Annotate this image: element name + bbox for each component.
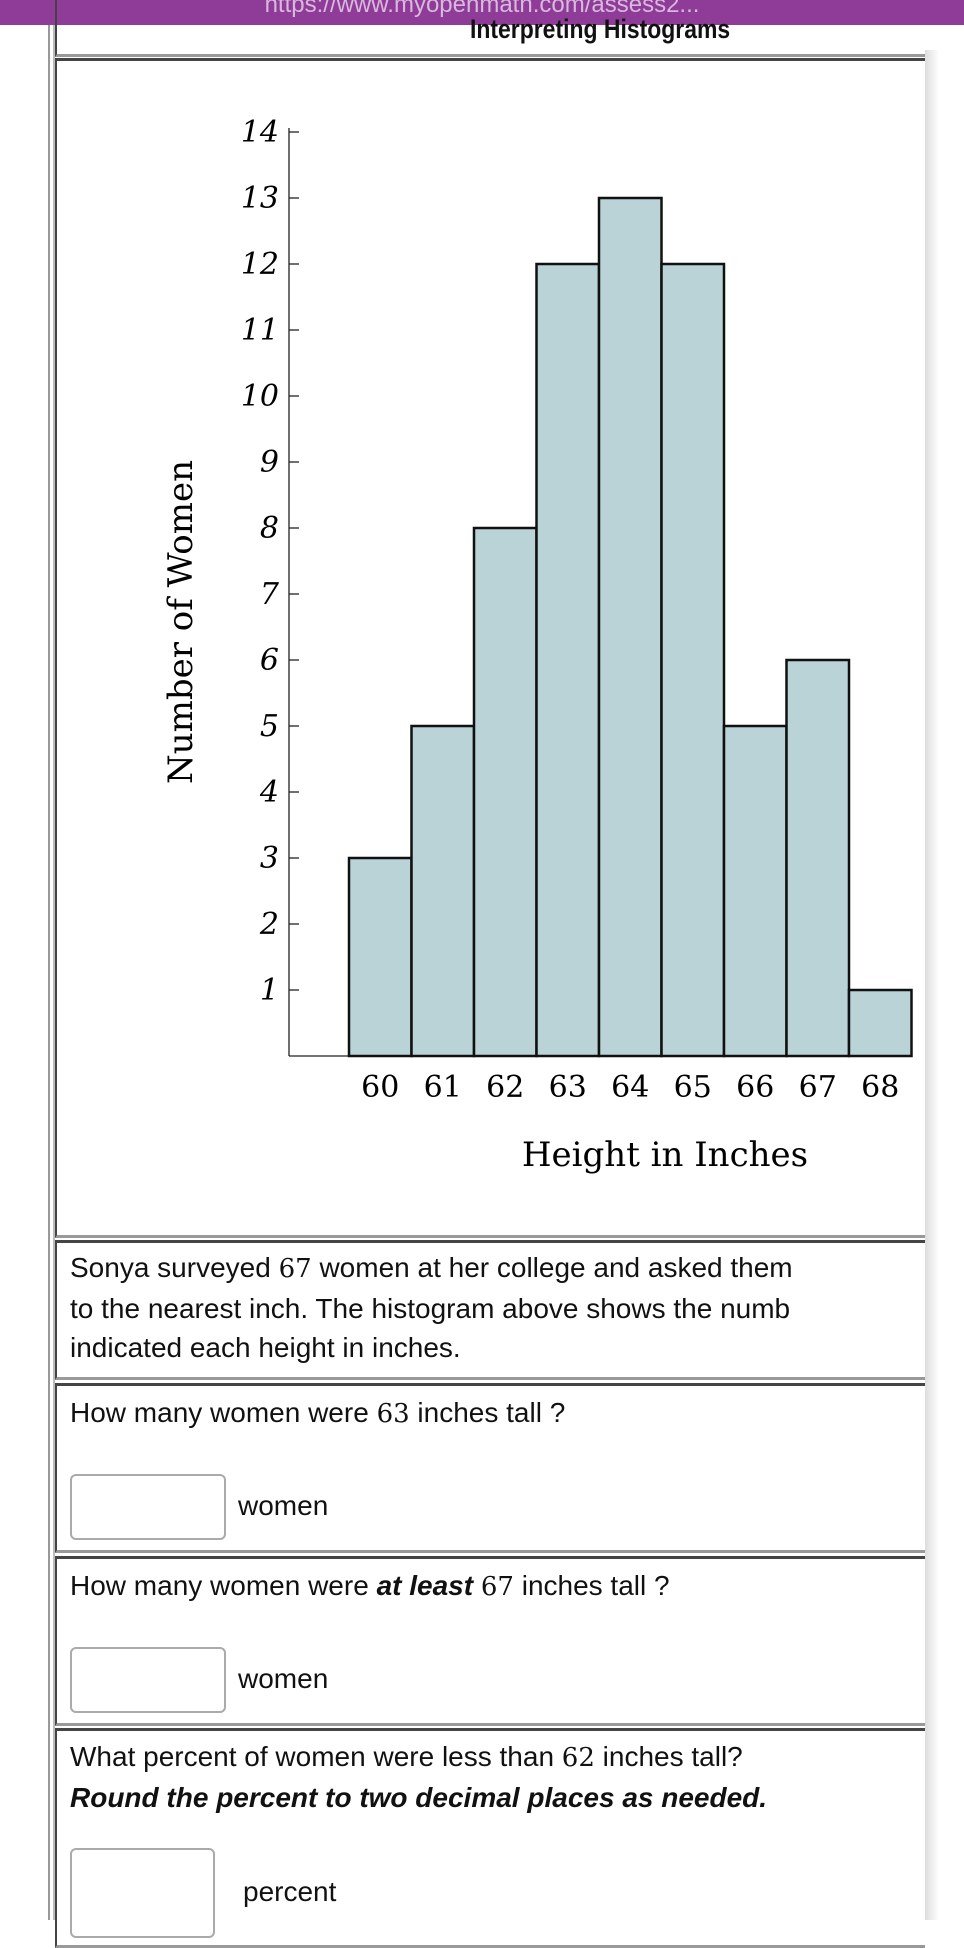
intro-box [55, 1240, 925, 1380]
y-tick-label: 11 [241, 313, 279, 348]
answer-3-unit: percent [243, 1876, 337, 1907]
question-1-text: How many women were 63 inches tall ? [70, 1393, 565, 1434]
bar-60 [347, 856, 413, 1058]
q3-text-a: What percent of women were less than [70, 1741, 562, 1772]
q3-instruction: Round the percent to two decimal places … [70, 1782, 768, 1813]
question-2-text: How many women were at least 67 inches t… [70, 1566, 670, 1607]
x-tick-label: 63 [549, 1070, 587, 1105]
x-tick-label: 65 [674, 1070, 712, 1105]
page-title: Interpreting Histograms [470, 14, 731, 44]
q2-text-b: inches tall ? [513, 1570, 670, 1601]
q2-number: 67 [480, 1572, 514, 1602]
y-axis-label: Number of Women [161, 460, 201, 784]
y-tick-label: 3 [260, 841, 279, 876]
y-tick-label: 13 [241, 181, 279, 216]
y-tick-label: 9 [260, 445, 279, 480]
url-bar[interactable]: https://www.myopenmath.com/assess2... [0, 0, 964, 25]
answer-2-unit: women [238, 1663, 329, 1694]
q3-text-b: inches tall? [594, 1741, 743, 1772]
bar-62 [472, 526, 538, 1058]
question-1-box [55, 1383, 925, 1553]
q1-text-b: inches tall ? [409, 1397, 566, 1428]
q2-emphasis: at least [376, 1570, 474, 1601]
x-tick-label: 62 [486, 1070, 524, 1105]
scroll-shadow [925, 50, 939, 1920]
y-tick-label: 12 [241, 247, 279, 282]
bar-64 [597, 196, 663, 1058]
intro-line2: to the nearest inch. The histogram above… [70, 1293, 791, 1324]
x-tick-label: 66 [736, 1070, 774, 1105]
y-tick-label: 6 [260, 643, 279, 678]
q3-number: 62 [561, 1743, 595, 1773]
chart-box [55, 58, 925, 1238]
bar-68 [847, 988, 913, 1058]
y-tick-label: 7 [260, 577, 280, 612]
answer-1-unit: women [238, 1490, 329, 1521]
x-tick-label: 68 [861, 1070, 899, 1105]
y-tick-label: 5 [260, 709, 279, 744]
bar-67 [785, 658, 851, 1058]
q1-text-a: How many women were [70, 1397, 377, 1428]
intro-count: 67 [278, 1254, 312, 1284]
x-axis-label: Height in Inches [522, 1135, 808, 1175]
x-tick-label: 60 [361, 1070, 399, 1105]
y-tick-label: 1 [260, 973, 279, 1008]
x-tick-label: 64 [611, 1070, 649, 1105]
bar-63 [535, 262, 601, 1058]
intro-text: Sonya surveyed 67 women at her college a… [70, 1248, 793, 1367]
q1-number: 63 [376, 1399, 410, 1429]
title-box [55, 0, 925, 57]
y-tick-label: 4 [259, 775, 279, 810]
answer-2-input[interactable] [70, 1647, 226, 1713]
y-tick-label: 10 [241, 379, 279, 414]
y-tick-label: 2 [259, 907, 279, 942]
bar-61 [410, 724, 476, 1058]
x-tick-label: 67 [799, 1070, 837, 1105]
url-text: https://www.myopenmath.com/assess2... [264, 0, 700, 18]
bar-65 [660, 262, 726, 1058]
intro-line1: Sonya surveyed [70, 1252, 279, 1283]
answer-1-input[interactable] [70, 1474, 226, 1540]
question-2-box [55, 1556, 925, 1726]
y-tick-label: 14 [241, 115, 279, 150]
q2-text-a: How many women were [70, 1570, 377, 1601]
y-tick-label: 8 [260, 511, 279, 546]
x-tick-label: 61 [424, 1070, 462, 1105]
answer-3-input[interactable] [70, 1848, 215, 1938]
question-3-text: What percent of women were less than 62 … [70, 1737, 767, 1817]
intro-line3: indicated each height in inches. [70, 1332, 461, 1363]
intro-line1-end: women at her college and asked them [311, 1252, 793, 1283]
bar-66 [722, 724, 788, 1058]
page-border [48, 25, 55, 1920]
